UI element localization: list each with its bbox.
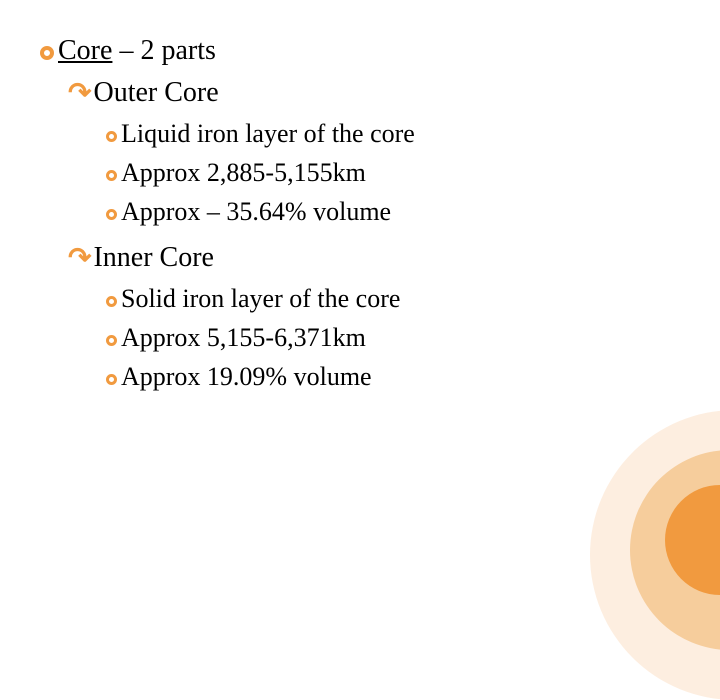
outer-core-item: Liquid iron layer of the core (106, 114, 680, 153)
inner-core-item: Approx 5,155-6,371km (106, 318, 680, 357)
donut-bullet-icon (106, 170, 117, 181)
outer-core-title: Outer Core (93, 77, 218, 108)
donut-bullet-icon (106, 209, 117, 220)
inner-core-item-text: Approx 19.09% volume (121, 362, 372, 391)
inner-core-item-text: Approx 5,155-6,371km (121, 323, 366, 352)
outer-core-item: Approx – 35.64% volume (106, 192, 680, 231)
slide: Core – 2 parts ↷Outer Core Liquid iron l… (0, 0, 720, 540)
outer-core-item: Approx 2,885-5,155km (106, 153, 680, 192)
inner-core-title: Inner Core (93, 242, 214, 273)
inner-core-item: Approx 19.09% volume (106, 357, 680, 396)
outer-core-heading: ↷Outer Core (68, 72, 680, 114)
arrow-bullet-icon: ↷ (68, 238, 91, 280)
core-suffix: – 2 parts (112, 35, 215, 66)
decor-circle-mid (630, 450, 720, 650)
core-heading: Core – 2 parts (40, 30, 680, 72)
decor-circle-inner (665, 485, 720, 595)
inner-core-item-text: Solid iron layer of the core (121, 284, 400, 313)
core-text: Core (58, 35, 112, 66)
donut-bullet-icon (106, 131, 117, 142)
donut-bullet-icon (106, 296, 117, 307)
outer-core-item-text: Approx 2,885-5,155km (121, 158, 366, 187)
arrow-bullet-icon: ↷ (68, 73, 91, 115)
decor-circle-outer (590, 410, 720, 700)
outer-core-item-text: Approx – 35.64% volume (121, 197, 391, 226)
inner-core-item: Solid iron layer of the core (106, 279, 680, 318)
donut-bullet-icon (106, 335, 117, 346)
donut-bullet-icon (40, 46, 54, 60)
outer-core-item-text: Liquid iron layer of the core (121, 119, 415, 148)
inner-core-heading: ↷Inner Core (68, 237, 680, 279)
donut-bullet-icon (106, 374, 117, 385)
